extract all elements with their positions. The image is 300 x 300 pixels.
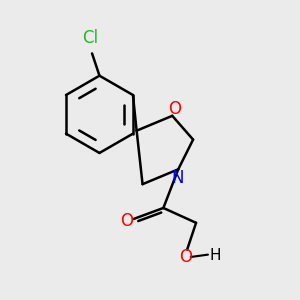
Text: O: O xyxy=(168,100,181,118)
Text: Cl: Cl xyxy=(82,29,99,47)
Text: O: O xyxy=(121,212,134,230)
Text: O: O xyxy=(179,248,192,266)
Text: N: N xyxy=(171,169,184,187)
Text: H: H xyxy=(210,248,221,263)
